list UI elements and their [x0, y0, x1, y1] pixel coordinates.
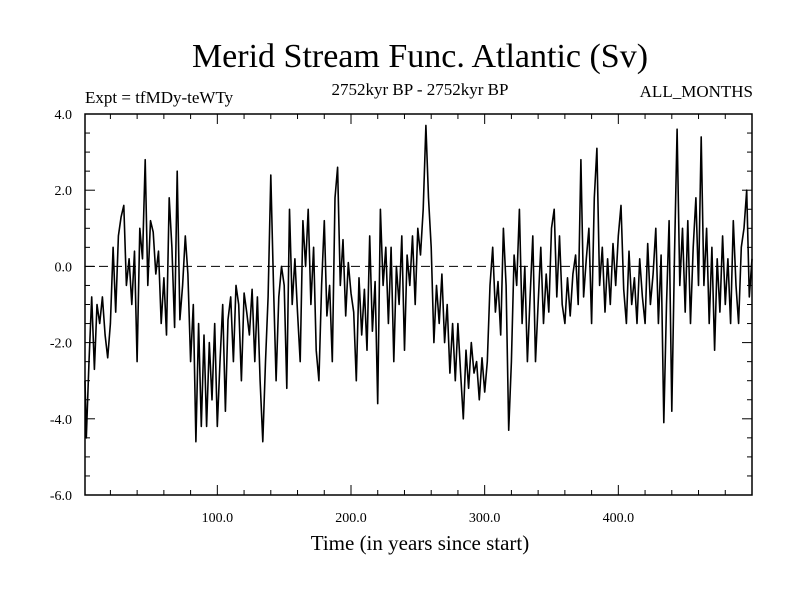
series-line [84, 124, 753, 443]
x-axis-label: Time (in years since start) [310, 531, 530, 555]
chart-title: Merid Stream Func. Atlantic (Sv) [191, 38, 649, 75]
x-tick-label: 100.0 [202, 511, 234, 526]
y-tick-label: 0.0 [55, 260, 73, 275]
x-tick-label: 400.0 [603, 511, 635, 526]
x-tick-label: 200.0 [335, 511, 367, 526]
x-tick-label: 300.0 [469, 511, 501, 526]
y-tick-label: 2.0 [55, 184, 73, 199]
y-tick-label: -4.0 [50, 413, 72, 428]
experiment-label: Expt = tfMDy-teWTy [85, 88, 234, 107]
y-tick-label: -2.0 [50, 337, 72, 352]
season-label: ALL_MONTHS [639, 82, 753, 101]
y-tick-label: -6.0 [50, 489, 72, 504]
chart-subtitle: 2752kyr BP - 2752kyr BP [331, 80, 509, 99]
plot-frame [84, 113, 753, 496]
y-tick-label: 4.0 [55, 108, 73, 123]
